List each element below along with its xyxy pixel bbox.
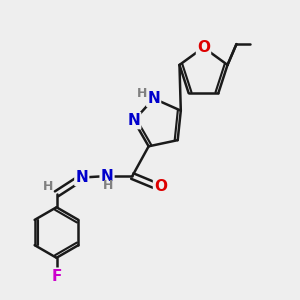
- Text: N: N: [128, 113, 140, 128]
- Text: N: N: [75, 170, 88, 185]
- Text: H: H: [137, 87, 148, 100]
- Text: N: N: [147, 91, 160, 106]
- Text: O: O: [197, 40, 210, 55]
- Text: O: O: [154, 179, 167, 194]
- Text: F: F: [51, 269, 62, 284]
- Text: H: H: [103, 179, 114, 192]
- Text: N: N: [101, 169, 113, 184]
- Text: H: H: [43, 180, 53, 193]
